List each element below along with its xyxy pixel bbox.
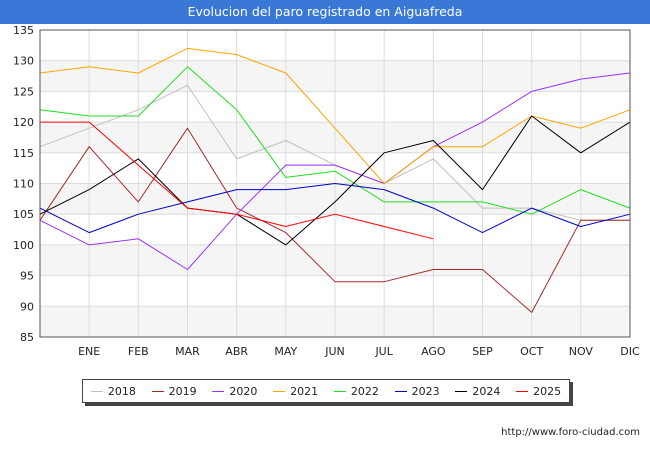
x-tick-label: DIC (620, 345, 640, 358)
x-tick-label: NOV (569, 345, 594, 358)
y-tick-label: 120 (13, 116, 34, 129)
y-tick-label: 90 (20, 300, 34, 313)
series-line-2020 (39, 72, 631, 270)
legend: 2018 2019 2020 2021 2022 2023 2024 2025 (82, 379, 570, 403)
legend-swatch (90, 390, 103, 392)
legend-item-2018: 2018 (90, 384, 136, 398)
series-lines (39, 47, 631, 313)
y-tick-label: 85 (20, 331, 34, 344)
x-tick-label: MAY (274, 345, 297, 358)
y-tick-label: 110 (13, 178, 34, 191)
x-tick-label: ABR (225, 345, 248, 358)
y-tick-label: 115 (13, 147, 34, 160)
x-tick-label: AGO (421, 345, 446, 358)
y-tick-label: 105 (13, 208, 34, 221)
x-axis: ENE FEB MAR ABR MAY JUN JUL AGO SEP OCT NOV DIC (78, 345, 640, 358)
legend-swatch (333, 390, 346, 392)
legend-label: 2024 (472, 384, 501, 398)
y-tick-label: 95 (20, 270, 34, 283)
legend-label: 2022 (350, 384, 379, 398)
plot-frame (39, 29, 631, 338)
legend-swatch (273, 390, 286, 392)
legend-label: 2021 (290, 384, 319, 398)
legend-item-2020: 2020 (212, 385, 257, 398)
series-line-2022 (39, 66, 631, 215)
legend-item-2025: 2025 (516, 385, 561, 398)
legend-label: 2018 (107, 384, 136, 398)
x-tick-label: JUN (324, 345, 345, 358)
legend-label: 2023 (411, 384, 440, 398)
y-tick-label: 100 (13, 239, 34, 252)
legend-item-2023: 2023 (394, 384, 440, 398)
legend-item-2019: 2019 (151, 384, 197, 398)
y-axis: 85 90 95 100 105 110 115 120 125 130 135 (13, 24, 34, 344)
source-link[interactable]: http://www.foro-ciudad.com (501, 427, 640, 438)
y-tick-label: 135 (13, 24, 34, 37)
legend-label: 2025 (533, 384, 562, 398)
series-line-2019 (39, 127, 630, 313)
legend-swatch (394, 390, 407, 392)
legend-item-2021: 2021 (273, 385, 318, 398)
legend-swatch (212, 390, 225, 392)
x-tick-label: ENE (78, 345, 100, 358)
legend-label: 2020 (229, 384, 258, 398)
series-line-2024 (39, 115, 631, 246)
legend-swatch (151, 390, 164, 392)
legend-item-2024: 2024 (455, 385, 500, 398)
chart-title: Evolucion del paro registrado en Aiguafr… (0, 0, 650, 24)
x-tick-label: OCT (520, 345, 543, 358)
x-tick-label: MAR (175, 345, 200, 358)
legend-label: 2019 (168, 384, 197, 398)
x-tick-label: FEB (128, 345, 149, 358)
legend-swatch (516, 390, 529, 392)
legend-swatch (455, 390, 468, 392)
legend-item-2022: 2022 (333, 384, 379, 398)
y-tick-label: 130 (13, 55, 34, 68)
y-tick-label: 125 (13, 85, 34, 98)
series-line-2025 (40, 121, 434, 240)
x-tick-label: SEP (472, 345, 493, 358)
series-line-2023 (39, 183, 631, 234)
x-tick-label: JUL (374, 345, 393, 358)
